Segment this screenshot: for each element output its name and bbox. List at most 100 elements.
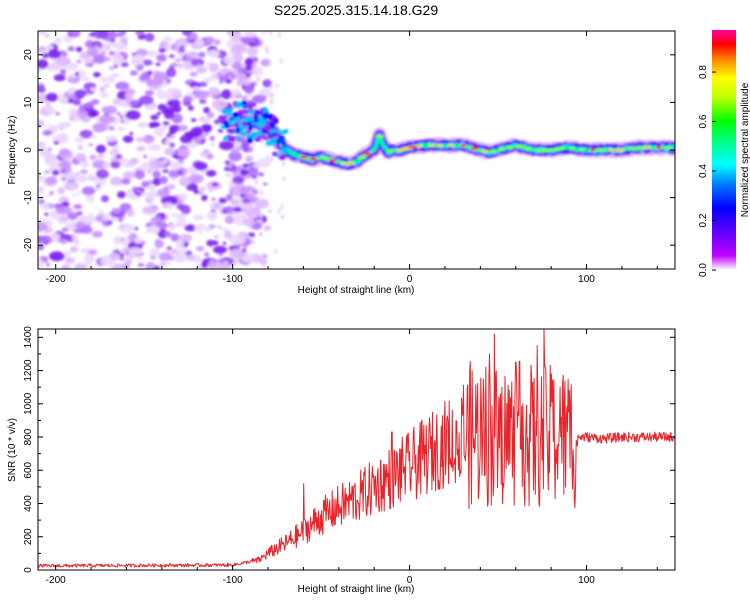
noise-blob bbox=[201, 194, 208, 201]
noise-blob bbox=[170, 248, 178, 254]
noise-blob bbox=[169, 142, 175, 148]
noise-blob bbox=[185, 141, 194, 149]
noise-blob bbox=[84, 101, 94, 109]
snr-xlabel: Height of straight line (km) bbox=[298, 584, 415, 595]
noise-blob bbox=[111, 208, 122, 214]
ridge-noise bbox=[221, 108, 229, 115]
noise-blob bbox=[55, 112, 60, 116]
noise-blob bbox=[116, 191, 126, 199]
snr-ytick-label: 1200 bbox=[23, 359, 34, 382]
noise-blob bbox=[282, 161, 286, 167]
noise-blob bbox=[74, 222, 82, 229]
noise-blob bbox=[92, 122, 107, 133]
noise-blob bbox=[38, 174, 42, 179]
noise-blob bbox=[204, 227, 213, 232]
noise-blob bbox=[76, 175, 88, 183]
ridge-peak bbox=[437, 143, 443, 147]
ridge-peak bbox=[634, 146, 645, 150]
noise-blob bbox=[248, 147, 254, 152]
snr-ytick-label: 1000 bbox=[23, 392, 34, 415]
noise-blob bbox=[274, 248, 278, 254]
noise-blob bbox=[164, 139, 171, 146]
noise-blob bbox=[38, 199, 45, 205]
noise-blob bbox=[56, 122, 68, 129]
noise-blob bbox=[39, 204, 51, 211]
snr-ytick-label: 200 bbox=[23, 528, 34, 545]
noise-blob bbox=[241, 198, 251, 204]
noise-blob bbox=[129, 70, 138, 76]
noise-blob bbox=[111, 54, 124, 63]
noise-blob bbox=[178, 45, 185, 49]
noise-blob bbox=[46, 44, 54, 50]
noise-blob bbox=[129, 131, 134, 135]
noise-blob bbox=[206, 211, 218, 221]
noise-blob bbox=[211, 99, 228, 110]
noise-blob bbox=[189, 170, 198, 175]
noise-blob bbox=[239, 168, 249, 177]
spectrogram-ridge bbox=[220, 101, 675, 171]
ridge-peak bbox=[309, 157, 318, 161]
noise-blob bbox=[115, 81, 130, 91]
noise-blob bbox=[141, 180, 150, 188]
snr-ytick-label: 800 bbox=[23, 428, 34, 445]
noise-blob bbox=[42, 129, 52, 136]
noise-blob bbox=[245, 92, 253, 98]
ridge-noise bbox=[279, 131, 286, 135]
noise-blob bbox=[38, 245, 45, 251]
noise-blob bbox=[218, 140, 235, 151]
noise-blob bbox=[188, 173, 204, 184]
noise-blob bbox=[76, 171, 80, 176]
noise-blob bbox=[64, 257, 76, 264]
noise-blob bbox=[177, 158, 184, 165]
noise-blob bbox=[213, 119, 221, 124]
noise-blob bbox=[47, 49, 62, 59]
noise-blob bbox=[230, 44, 248, 54]
noise-blob bbox=[57, 187, 65, 195]
noise-blob bbox=[99, 76, 108, 83]
noise-blob bbox=[116, 112, 121, 116]
noise-blob bbox=[106, 75, 115, 83]
noise-blob bbox=[241, 249, 247, 253]
noise-blob bbox=[112, 263, 126, 269]
noise-blob bbox=[130, 54, 146, 64]
noise-blob bbox=[117, 126, 126, 132]
noise-blob bbox=[113, 64, 119, 69]
ridge-noise bbox=[241, 109, 250, 114]
noise-blob bbox=[44, 34, 51, 38]
noise-blob bbox=[119, 256, 125, 261]
ridge-peak bbox=[540, 148, 550, 152]
noise-blob bbox=[242, 245, 248, 250]
noise-blob bbox=[109, 176, 124, 186]
noise-blob bbox=[112, 50, 121, 56]
noise-blob bbox=[44, 170, 51, 174]
noise-blob bbox=[162, 169, 169, 174]
ridge-peak bbox=[356, 156, 367, 160]
noise-blob bbox=[115, 154, 123, 160]
noise-blob bbox=[206, 239, 215, 247]
ridge-noise bbox=[223, 135, 228, 142]
spectrogram-xtick-label: -200 bbox=[46, 274, 66, 285]
spectrogram-ytick-label: 10 bbox=[23, 96, 34, 108]
noise-blob bbox=[230, 89, 241, 97]
noise-blob bbox=[86, 47, 99, 57]
noise-blob bbox=[279, 58, 283, 64]
noise-blob bbox=[194, 90, 210, 100]
noise-blob bbox=[178, 193, 188, 201]
noise-blob bbox=[83, 254, 95, 264]
ridge-peak bbox=[590, 148, 596, 152]
snr-frame bbox=[37, 328, 676, 571]
noise-blob bbox=[178, 124, 188, 132]
noise-blob bbox=[118, 224, 125, 229]
noise-blob bbox=[217, 258, 221, 262]
noise-blob bbox=[94, 177, 107, 186]
noise-blob bbox=[147, 70, 153, 75]
noise-blob bbox=[50, 233, 61, 241]
noise-blob bbox=[53, 141, 60, 145]
snr-ylabel: SNR (10 * v/v) bbox=[7, 418, 18, 482]
noise-blob bbox=[186, 254, 195, 261]
noise-blob bbox=[189, 81, 202, 89]
noise-blob bbox=[119, 36, 129, 44]
ridge-noise bbox=[253, 114, 259, 121]
noise-blob bbox=[144, 32, 155, 42]
